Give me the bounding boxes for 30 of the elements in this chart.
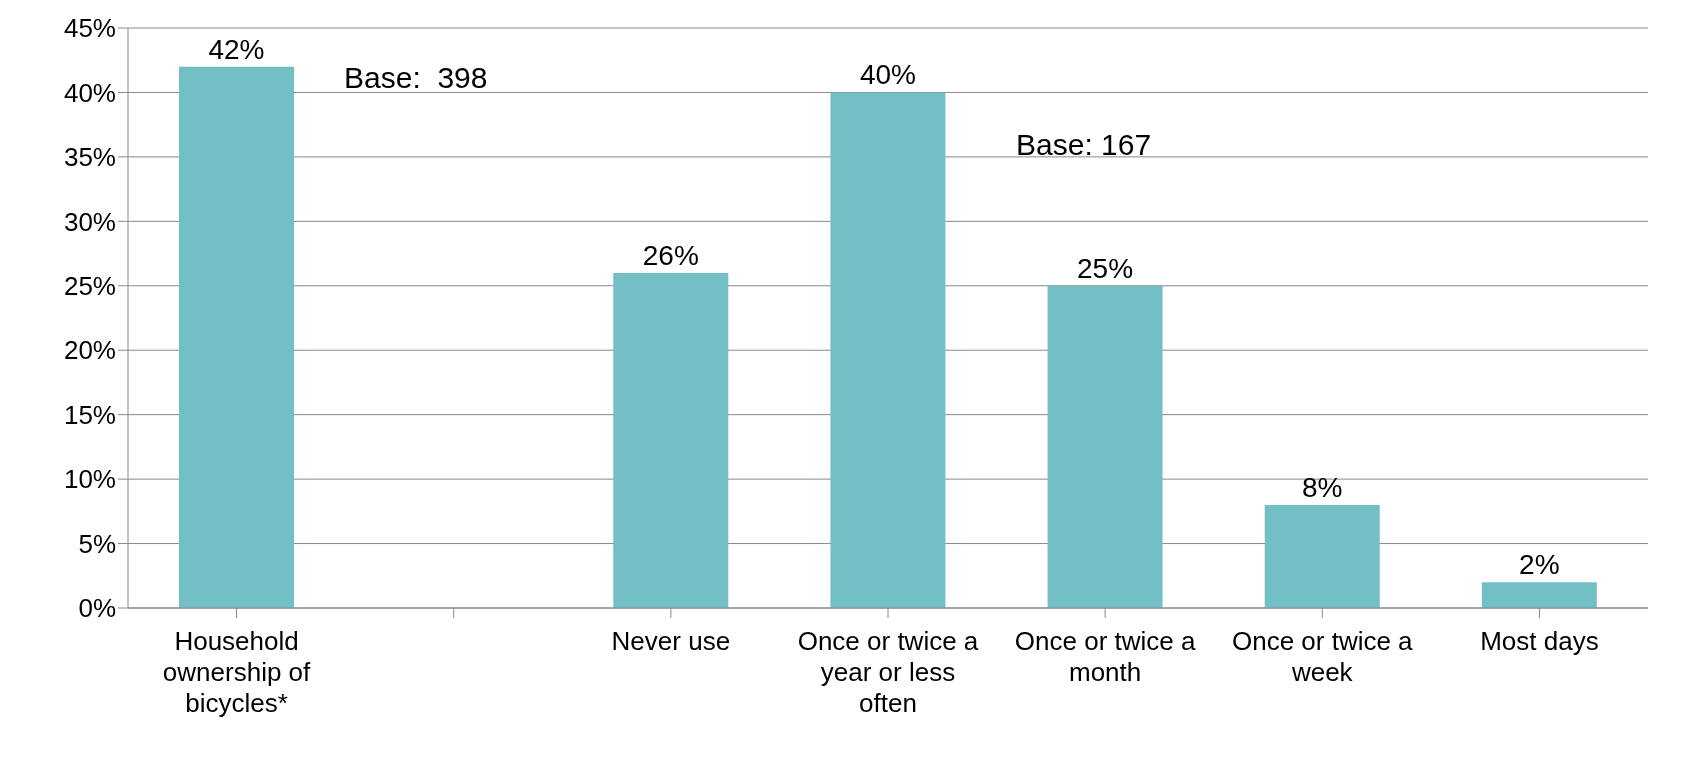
data-label: 42%	[208, 33, 265, 65]
y-tick-label: 5%	[78, 528, 116, 559]
bar	[1047, 285, 1163, 608]
y-tick-label: 15%	[63, 399, 116, 430]
y-tick-label: 0%	[78, 593, 116, 624]
bar	[1264, 504, 1380, 608]
annotation: Base: 398	[344, 60, 488, 95]
data-label: 26%	[642, 239, 699, 271]
bar	[1481, 582, 1597, 608]
y-tick-label: 35%	[63, 142, 116, 173]
bar	[613, 272, 729, 608]
y-tick-label: 45%	[63, 13, 116, 44]
data-label: 2%	[1519, 549, 1560, 581]
y-tick-label: 30%	[63, 206, 116, 237]
y-tick-label: 20%	[63, 335, 116, 366]
bar	[179, 66, 294, 608]
x-tick-label: Household ownership of bicycles*	[162, 626, 312, 718]
x-tick-label: Once or twice a year or less often	[797, 626, 979, 718]
annotation: Base: 167	[1016, 128, 1152, 162]
bar	[830, 92, 946, 608]
data-label: 8%	[1301, 471, 1343, 503]
data-label: 40%	[859, 59, 916, 91]
y-tick-label: 10%	[63, 464, 116, 495]
y-tick-label: 25%	[63, 271, 116, 302]
x-tick-label: Most days	[1480, 626, 1599, 656]
y-tick-label: 40%	[63, 77, 116, 108]
x-tick-label: Once or twice a week	[1231, 626, 1414, 687]
x-tick-label: Never use	[611, 626, 731, 656]
data-label: 25%	[1077, 252, 1134, 284]
x-tick-label: Once or twice a month	[1014, 626, 1196, 687]
